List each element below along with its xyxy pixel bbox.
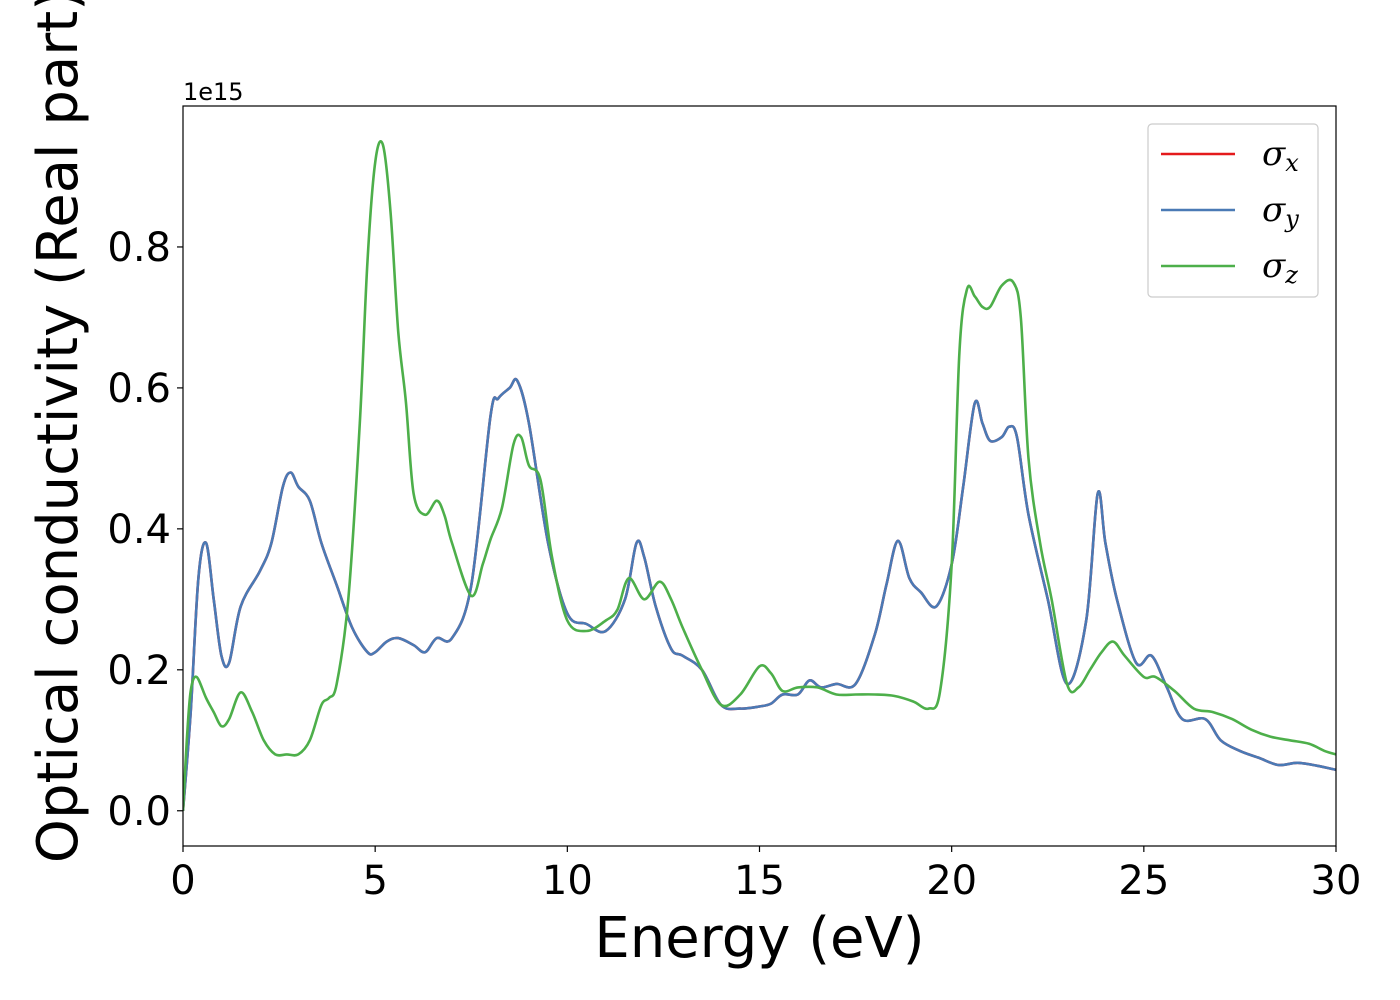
- y-tick-label: 0.0: [107, 789, 171, 835]
- y-tick-label: 0.8: [107, 225, 171, 271]
- x-tick-label: 25: [1118, 858, 1169, 904]
- legend-label-x: σx: [1262, 134, 1299, 177]
- x-tick-label: 20: [926, 858, 977, 904]
- x-tick-label: 10: [542, 858, 593, 904]
- y-axis-offset-label: 1e15: [183, 78, 244, 106]
- y-tick-label: 0.4: [107, 507, 171, 553]
- x-tick-label: 0: [170, 858, 195, 904]
- x-axis: 0 5 10 15 20 25 30: [170, 846, 1361, 904]
- y-axis-title: Optical conductivity (Real part): [26, 0, 91, 863]
- legend-label-z: σz: [1262, 246, 1298, 289]
- y-axis: 0.0 0.2 0.4 0.6 0.8: [107, 225, 183, 835]
- series-layer: [183, 140, 1336, 811]
- x-tick-label: 5: [362, 858, 387, 904]
- y-tick-label: 0.6: [107, 366, 171, 412]
- legend: σx σy σz: [1147, 123, 1319, 298]
- series-line-x: [183, 377, 1336, 811]
- legend-label-y: σy: [1262, 190, 1299, 233]
- series-line-y: [183, 377, 1336, 811]
- x-axis-title: Energy (eV): [594, 906, 924, 971]
- series-line-z: [183, 140, 1336, 811]
- x-tick-label: 30: [1311, 858, 1362, 904]
- y-tick-label: 0.2: [107, 648, 171, 694]
- x-tick-label: 15: [734, 858, 785, 904]
